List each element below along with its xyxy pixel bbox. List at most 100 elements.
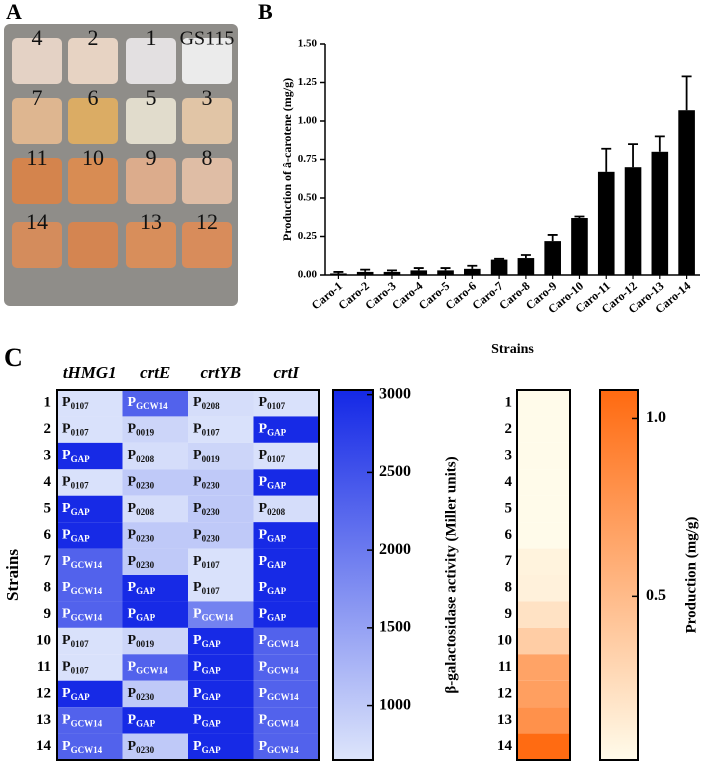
promoter-label: P0230 — [128, 739, 155, 755]
patch-label: 11 — [26, 145, 47, 170]
heatmap-cell — [253, 416, 319, 443]
row-label: 3 — [44, 448, 52, 464]
bar — [624, 167, 642, 275]
heatmap-cell — [122, 707, 188, 734]
promoter-name: P — [128, 528, 137, 543]
promoter-name: P — [259, 554, 268, 569]
bar — [383, 271, 401, 275]
promoter-subscript: GAP — [267, 613, 287, 623]
patch-label: 3 — [202, 85, 213, 110]
heatmap-cell — [122, 627, 188, 655]
promoter-subscript: GAP — [267, 428, 287, 438]
promoter-label: PGCW14 — [128, 660, 169, 676]
promoter-name: P — [193, 395, 202, 410]
promoter-label: PGAP — [193, 660, 221, 676]
row-label: 5 — [505, 500, 513, 516]
promoter-label: PGAP — [193, 713, 221, 729]
promoter-subscript: 0107 — [71, 401, 90, 411]
promoter-subscript: 0107 — [202, 560, 221, 570]
error-bar — [413, 267, 424, 271]
promoter-name: P — [259, 739, 268, 754]
heatmap-border — [516, 389, 571, 761]
promoter-label: PGAP — [259, 422, 287, 438]
promoter-name: P — [62, 633, 71, 648]
row-label: 1 — [505, 395, 513, 411]
promoter-subscript: GAP — [136, 718, 156, 728]
promoter-label: PGAP — [62, 528, 90, 544]
promoter-subscript: 0208 — [267, 507, 286, 517]
photo-background — [4, 24, 238, 306]
promoter-label: P0107 — [62, 422, 89, 438]
colorbar-tick-label: 1500 — [379, 619, 411, 636]
colony-patch — [12, 98, 62, 144]
heatmap-cell — [122, 390, 188, 417]
row-label: 7 — [505, 553, 513, 569]
promoter-name: P — [128, 713, 137, 728]
promoter-label: PGAP — [193, 686, 221, 702]
heatmap-cell — [122, 469, 188, 496]
promoter-subscript: GAP — [202, 666, 222, 676]
row-label: 9 — [44, 606, 52, 622]
error-bar — [494, 257, 505, 260]
promoter-subscript: 0107 — [71, 428, 90, 438]
promoter-label: PGAP — [128, 713, 156, 729]
promoter-subscript: GAP — [267, 560, 287, 570]
bar — [464, 268, 481, 275]
row-label: 2 — [505, 421, 513, 437]
colony-patch — [126, 158, 176, 204]
row-label: 12 — [36, 685, 51, 701]
row-label: 4 — [44, 474, 52, 490]
promoter-subscript: GCW14 — [267, 745, 299, 755]
heatmap-cell — [57, 680, 123, 708]
heatmap-cell — [517, 680, 570, 708]
heatmap-cell — [253, 601, 319, 628]
promoter-subscript: 0107 — [202, 428, 221, 438]
promoter-name: P — [259, 501, 268, 516]
column-header: crtE — [140, 363, 170, 382]
promoter-label: PGCW14 — [259, 739, 300, 755]
heatmap-cell — [517, 733, 570, 760]
promoter-label: P0107 — [62, 660, 89, 676]
promoter-subscript: 0230 — [202, 481, 221, 491]
bar — [597, 171, 615, 275]
row-label: 8 — [44, 580, 52, 596]
heatmap-cell — [188, 390, 254, 417]
bar — [571, 218, 588, 275]
colony-patch — [12, 158, 62, 204]
bar — [437, 270, 454, 275]
heatmap-cell — [253, 390, 319, 417]
promoter-label: PGCW14 — [62, 739, 103, 755]
promoter-subscript: GAP — [71, 533, 91, 543]
colony-patch — [12, 38, 62, 84]
promoter-name: P — [193, 528, 202, 543]
colony-patch — [126, 38, 176, 84]
patch-label: 2 — [88, 25, 99, 50]
promoter-subscript: GCW14 — [267, 718, 299, 728]
promoter-name: P — [259, 448, 268, 463]
heatmap-cell — [188, 522, 254, 549]
promoter-label: PGCW14 — [62, 554, 103, 570]
heatmap-cell — [253, 442, 319, 470]
heatmap-cell — [517, 469, 570, 496]
heatmap-cell — [57, 522, 123, 549]
promoter-subscript: GAP — [202, 745, 222, 755]
heatmap-cell — [122, 575, 188, 602]
promoter-subscript: GCW14 — [71, 560, 103, 570]
heatmap-cell — [122, 416, 188, 443]
promoter-label: PGAP — [62, 686, 90, 702]
colorbar-tick-label: 2500 — [379, 463, 411, 480]
panel-label: A — [6, 0, 22, 24]
heatmap-cell — [517, 442, 570, 470]
heatmap-cell — [57, 416, 123, 443]
bar — [410, 270, 428, 275]
patch-label: 6 — [88, 85, 99, 110]
promoter-name: P — [62, 607, 71, 622]
promoter-subscript: GAP — [267, 481, 287, 491]
promoter-subscript: 0107 — [202, 586, 221, 596]
y-tick-label: 1.25 — [298, 76, 318, 88]
promoter-subscript: GAP — [202, 718, 222, 728]
promoter-name: P — [128, 422, 137, 437]
promoter-name: P — [128, 739, 137, 754]
error-bar — [628, 143, 639, 168]
promoter-subscript: 0230 — [202, 507, 221, 517]
